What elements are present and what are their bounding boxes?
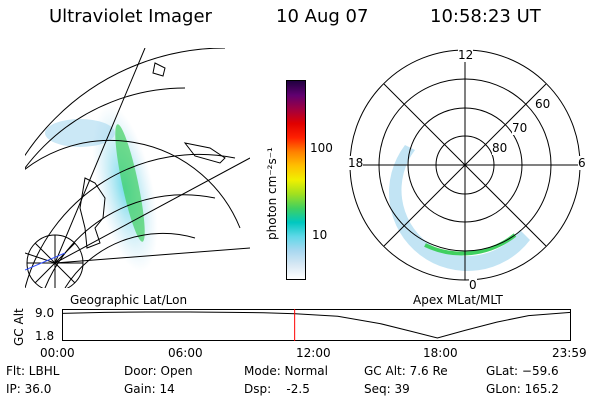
timeline-xtick-2359: 23:59	[552, 346, 587, 360]
info-ip: IP: 36.0	[6, 382, 52, 396]
lat-arc-1	[25, 87, 186, 169]
geo-panel-label: Geographic Lat/Lon	[70, 293, 188, 307]
geographic-map-panel	[25, 48, 250, 288]
timeline-xtick-1800: 18:00	[423, 346, 458, 360]
timeline-xtick-0000: 00:00	[40, 346, 75, 360]
meridian-2	[54, 247, 250, 264]
timeline-xtick-0600: 06:00	[168, 346, 203, 360]
observation-time: 10:58:23 UT	[430, 6, 541, 27]
meridian-3	[54, 48, 146, 264]
timeline-xtick-1200: 12:00	[296, 346, 331, 360]
info-filter: Flt: LBHL	[6, 364, 60, 378]
colorbar-tick-10: 10	[312, 228, 328, 242]
info-gain: Gain: 14	[124, 382, 175, 396]
meridian-diag-2	[383, 83, 547, 247]
polar-mlat-mlt-panel	[349, 49, 581, 281]
timeline-ytick-low: 1.8	[35, 329, 55, 343]
info-door: Door: Open	[124, 364, 193, 378]
info-seq: Seq: 39	[364, 382, 410, 396]
coastline-3	[152, 62, 166, 77]
lat-arc-2	[25, 48, 226, 157]
auroral-oval-core	[115, 124, 145, 242]
mlat-label-70: 70	[512, 121, 528, 135]
altitude-curve	[62, 311, 571, 339]
meridian-1	[54, 157, 250, 264]
gc-alt-axis-label: GC Alt	[12, 308, 26, 346]
polar-panel-label: Apex MLat/MLT	[413, 293, 503, 307]
mlt-label-12: 12	[458, 48, 474, 62]
info-glon: GLon: 165.2	[486, 382, 559, 396]
meridian-4	[25, 252, 56, 264]
polar-aurora-core	[424, 233, 517, 256]
mlat-label-80: 80	[492, 141, 508, 155]
mlat-label-60: 60	[535, 97, 551, 111]
mlt-label-6: 6	[578, 156, 586, 170]
coastline-2	[183, 142, 226, 164]
info-gc-alt: GC Alt: 7.6 Re	[364, 364, 448, 378]
timeline-ytick-high: 9.0	[35, 306, 55, 320]
mlt-label-18: 18	[348, 156, 364, 170]
altitude-timeline	[62, 309, 571, 341]
observation-date: 10 Aug 07	[276, 6, 369, 27]
coastline-1	[79, 177, 106, 249]
timeline-frame	[62, 309, 571, 341]
mlt-label-0: 0	[469, 278, 477, 292]
colorbar-unit-label: photon cm⁻²s⁻¹	[265, 147, 279, 240]
lat-arc-3	[25, 153, 236, 288]
blue-meridian	[25, 252, 66, 271]
auroral-arc-upper	[45, 119, 115, 147]
instrument-title: Ultraviolet Imager	[49, 6, 212, 27]
lat-arc-5	[64, 232, 196, 288]
colorbar-tick-100: 100	[310, 141, 333, 155]
colorbar	[286, 80, 306, 280]
lat-arc-6	[25, 139, 241, 229]
info-mode: Mode: Normal	[244, 364, 328, 378]
polar-aurora-glow	[388, 145, 530, 272]
info-glat: GLat: −59.6	[486, 364, 559, 378]
info-dsp: Dsp: -2.5	[244, 382, 310, 396]
